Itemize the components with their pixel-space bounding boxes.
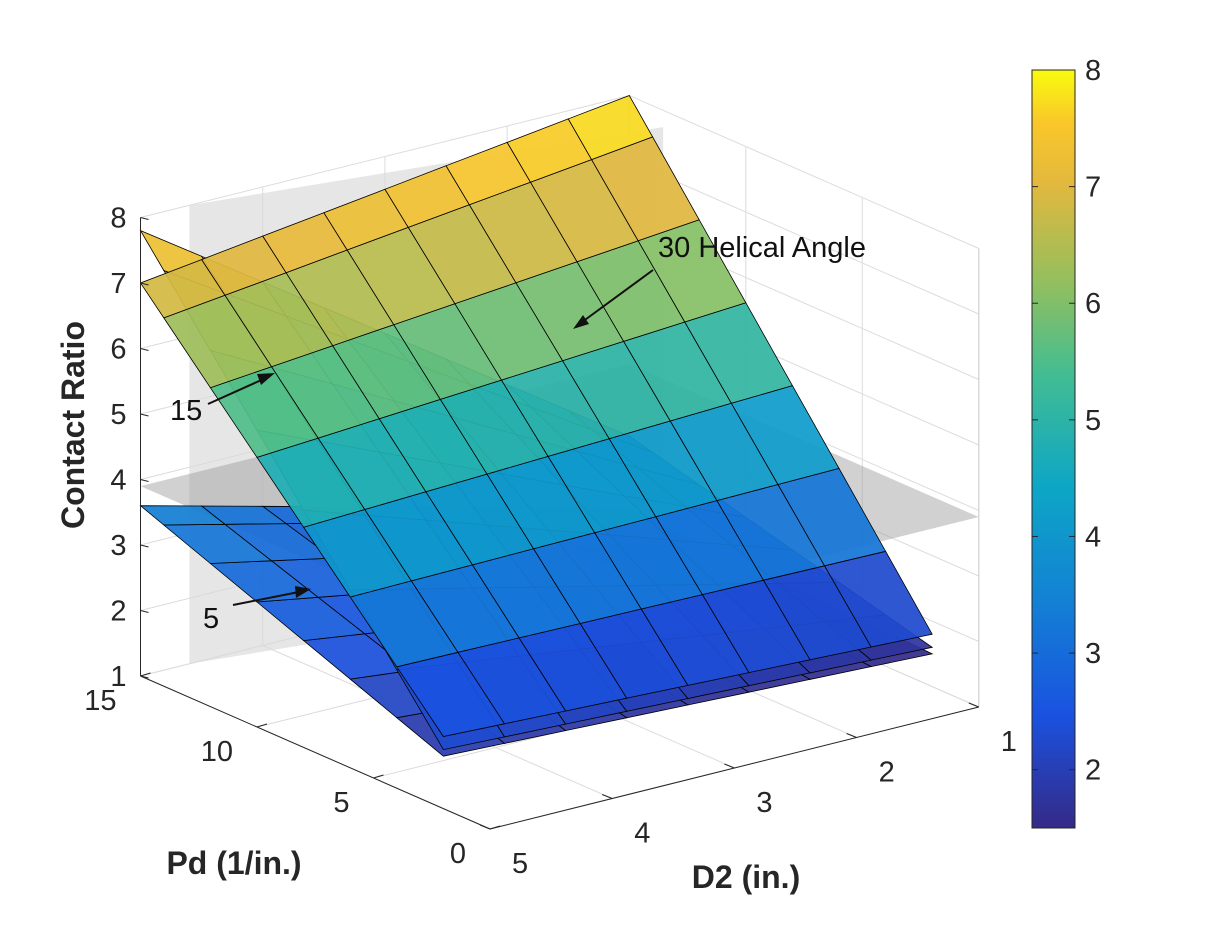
colorbar-tick-label: 3 (1085, 638, 1101, 670)
x-tick-label: 3 (756, 787, 772, 819)
z-tick-label: 1 (110, 661, 126, 693)
x-tick-label: 2 (879, 757, 895, 789)
z-tick-label: 4 (110, 465, 126, 497)
y-tick-label: 0 (450, 838, 466, 870)
z-tick-label: 3 (110, 530, 126, 562)
annotation-arrow-5 (232, 590, 305, 606)
x-tick-label: 1 (1001, 726, 1017, 758)
annotation-arrow-30 (577, 269, 654, 326)
z-tick-mark (140, 479, 149, 482)
z-tick-mark (140, 413, 149, 417)
z-tick-mark (140, 282, 149, 286)
y-tick-label: 15 (84, 685, 116, 717)
colorbar-tick-label: 7 (1085, 172, 1101, 204)
y-tick-mark (140, 672, 151, 677)
colorbar-tick-label: 6 (1085, 288, 1101, 320)
z-axis-label: Contact Ratio (55, 321, 91, 529)
z-tick-mark (140, 544, 149, 548)
z-tick-label: 5 (110, 399, 126, 431)
surface-30-deg (139, 95, 933, 737)
annotation-arrow-15 (207, 376, 269, 405)
annotation-15: 15 (170, 395, 202, 427)
y-tick-mark (256, 723, 268, 728)
annotation-arrowhead-30 (573, 315, 589, 329)
z-tick-label: 8 (110, 203, 126, 235)
colorbar-tick-label: 2 (1085, 755, 1101, 787)
x-axis-label: D2 (in.) (692, 859, 800, 895)
annotation-arrowhead-5 (295, 586, 311, 598)
y-tick-label: 5 (333, 787, 349, 819)
colorbar-gradient (1031, 69, 1076, 829)
x-tick-mark (602, 794, 613, 799)
colorbar-tick-label: 4 (1085, 521, 1101, 553)
axis-line (489, 706, 979, 830)
z-tick-mark (140, 217, 149, 220)
z-tick-label: 6 (110, 334, 126, 366)
x-tick-mark (846, 733, 857, 738)
annotation-arrowhead-15 (257, 373, 275, 385)
z-tick-mark (140, 348, 149, 351)
annotation-30-helical-angle: 30 Helical Angle (658, 232, 866, 264)
z-tick-mark (140, 610, 149, 613)
x-tick-mark (724, 763, 735, 769)
y-tick-mark (373, 774, 384, 779)
z-tick-label: 2 (110, 596, 126, 628)
surfaces (139, 95, 934, 757)
axis-line (140, 675, 491, 830)
colorbar-tick-label: 5 (1085, 405, 1101, 437)
y-tick-label: 10 (201, 736, 233, 768)
z-tick-label: 7 (110, 268, 126, 300)
colorbar-tick-label: 8 (1085, 55, 1101, 87)
x-tick-label: 4 (634, 818, 650, 850)
colorbar: 2 3 4 5 6 7 8 (1031, 55, 1101, 829)
annotation-5: 5 (203, 603, 219, 635)
x-tick-mark (968, 702, 979, 708)
x-tick-label: 5 (512, 848, 528, 880)
annotations: 30 Helical Angle 15 5 (170, 232, 866, 635)
y-axis-label: Pd (1/in.) (166, 845, 301, 881)
